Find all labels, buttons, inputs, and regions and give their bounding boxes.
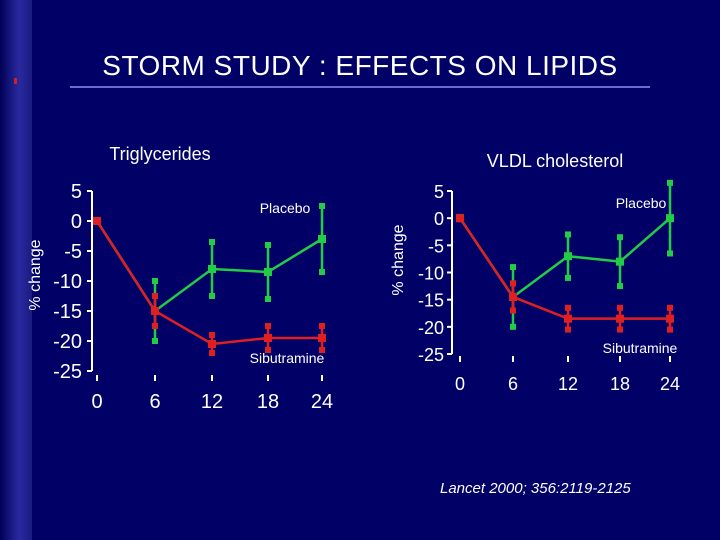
x-tick-label: 12: [201, 391, 223, 413]
data-point: [264, 334, 272, 342]
error-cap-top: [319, 323, 325, 329]
placebo-series-label: Placebo: [616, 195, 667, 211]
data-point: [93, 217, 101, 225]
error-cap-top: [565, 231, 571, 238]
x-tick-label: 0: [91, 391, 102, 413]
error-cap-top: [617, 304, 623, 311]
error-cap-bottom: [510, 323, 516, 330]
y-tick-label: -20: [418, 318, 444, 338]
error-cap-top: [565, 304, 571, 311]
title-underline: [70, 86, 650, 88]
error-cap-bottom: [265, 296, 271, 302]
data-point: [666, 214, 674, 223]
data-point: [616, 257, 624, 266]
error-cap-bottom: [152, 338, 158, 344]
y-tick-label: 0: [434, 209, 444, 229]
error-cap-top: [265, 323, 271, 329]
y-axis-label: % change: [390, 224, 407, 295]
data-point: [616, 314, 624, 323]
x-tick-label: 18: [257, 391, 279, 413]
data-point: [318, 334, 326, 342]
y-tick-label: 0: [71, 211, 82, 233]
error-cap-top: [617, 234, 623, 241]
sibutramine-series-label: Sibutramine: [250, 350, 325, 366]
x-tick-label: 24: [660, 374, 680, 394]
y-tick-label: 5: [71, 181, 82, 203]
error-cap-top: [152, 293, 158, 299]
y-tick-label: -15: [418, 291, 444, 311]
x-tick-label: 12: [558, 374, 578, 394]
placebo-series: [93, 203, 326, 344]
error-cap-top: [209, 239, 215, 245]
y-tick-label: -5: [64, 241, 82, 263]
chart-title: VLDL cholesterol: [487, 151, 623, 171]
x-tick-label: 6: [508, 374, 518, 394]
y-axis-label: % change: [27, 239, 44, 310]
left-accent-bar: [0, 0, 32, 540]
sibutramine-series: [456, 214, 674, 333]
vldl-cholesterol-chart: VLDL cholesterol % change 5 0 -5 -10 -15 -20 -25…: [390, 151, 680, 394]
data-point: [509, 292, 517, 301]
error-cap-bottom: [565, 326, 571, 333]
y-tick-label: -20: [53, 331, 82, 353]
y-tick-label: -15: [53, 301, 82, 323]
y-tick-label: -10: [53, 271, 82, 293]
error-cap-top: [265, 242, 271, 248]
x-tick-label: 0: [455, 374, 465, 394]
data-point: [208, 265, 216, 273]
triglycerides-chart: Triglycerides % change 5 0 -5 -10 -15 -20 -25 0 6 1…: [27, 144, 333, 413]
y-tick-label: -10: [418, 264, 444, 284]
data-point: [264, 268, 272, 276]
x-tick-label: 24: [311, 391, 333, 413]
sibutramine-series-label: Sibutramine: [603, 340, 678, 356]
chart-title: Triglycerides: [109, 144, 210, 164]
error-cap-top: [152, 278, 158, 284]
y-tick-label: -25: [418, 345, 444, 365]
error-cap-top: [510, 264, 516, 271]
error-cap-bottom: [565, 274, 571, 281]
error-cap-top: [510, 280, 516, 287]
error-cap-bottom: [667, 250, 673, 257]
data-point: [666, 314, 674, 323]
data-point: [208, 340, 216, 348]
error-cap-bottom: [209, 350, 215, 356]
y-tick-label: -25: [53, 361, 82, 383]
error-cap-bottom: [152, 323, 158, 329]
error-cap-bottom: [617, 326, 623, 333]
data-point: [151, 307, 159, 315]
left-accent-mark: [14, 78, 17, 84]
sibutramine-series: [93, 217, 326, 356]
error-cap-top: [667, 304, 673, 311]
error-cap-top: [319, 203, 325, 209]
error-cap-top: [209, 332, 215, 338]
data-point: [564, 314, 572, 323]
slide-title: STORM STUDY : EFFECTS ON LIPIDS: [102, 50, 618, 81]
error-cap-bottom: [510, 307, 516, 314]
error-cap-bottom: [319, 269, 325, 275]
x-tick-label: 6: [149, 391, 160, 413]
error-cap-bottom: [209, 293, 215, 299]
y-tick-label: 5: [434, 182, 444, 202]
data-point: [318, 235, 326, 243]
data-point: [564, 252, 572, 261]
placebo-series-label: Placebo: [260, 200, 311, 216]
error-cap-bottom: [319, 347, 325, 353]
y-tick-label: -5: [428, 236, 444, 256]
data-point: [456, 214, 464, 223]
citation: Lancet 2000; 356:2119-2125: [440, 480, 631, 497]
x-tick-label: 18: [610, 374, 630, 394]
error-cap-top: [667, 179, 673, 186]
error-cap-bottom: [667, 326, 673, 333]
error-cap-bottom: [617, 283, 623, 290]
error-cap-bottom: [265, 347, 271, 353]
